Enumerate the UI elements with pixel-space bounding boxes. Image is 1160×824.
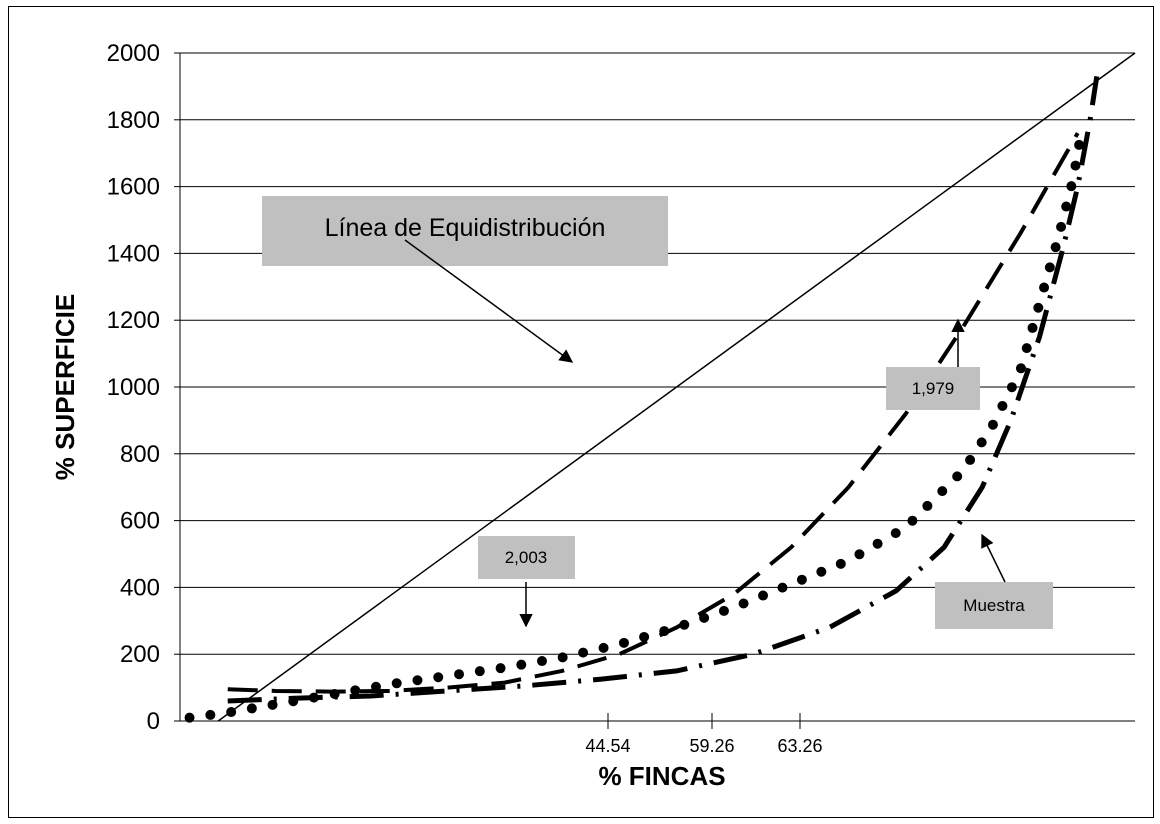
y-tick-label: 200 [120, 641, 160, 668]
y-tick-label: 800 [120, 441, 160, 468]
annotation-box [935, 582, 1053, 629]
y-tick-label: 2000 [107, 40, 160, 67]
annotation-arrow [404, 239, 574, 363]
annotation-box [478, 536, 575, 579]
axes [174, 52, 1135, 729]
annotation-box [262, 196, 668, 266]
annotations: Línea de Equidistribución 1,979 2,003 Muest… [262, 196, 1053, 629]
y-axis-title: % SUPERFICIE [50, 294, 80, 480]
y-tick-label: 1400 [107, 240, 160, 267]
y-tick-label: 1600 [107, 174, 160, 201]
series-line-dash-dot [227, 75, 1100, 704]
annotation-label: 2,003 [505, 548, 548, 567]
annotation-label: Línea de Equidistribución [325, 214, 606, 242]
series-lines [184, 52, 1136, 723]
x-axis-title: % FINCAS [598, 761, 725, 791]
y-tick-label: 0 [147, 708, 160, 735]
chart-frame [8, 6, 1154, 818]
y-tick-label: 600 [120, 508, 160, 535]
series-line-solid [217, 52, 1136, 722]
y-tick-label: 1000 [107, 374, 160, 401]
x-tick-label: 63.26 [777, 736, 822, 756]
y-tick-label: 400 [120, 574, 160, 601]
annotation-box [886, 367, 980, 410]
grid-lines [180, 52, 1135, 655]
x-tick-label: 59.26 [689, 736, 734, 756]
annotation-label: 1,979 [912, 379, 955, 398]
annotation-arrow [981, 533, 1006, 583]
series-line-dotted [184, 131, 1086, 723]
y-tick-label: 1800 [107, 107, 160, 134]
axis-labels: 0 200 400 600 800 1000 1200 1400 1600 1800 2000 44.… [50, 40, 823, 791]
annotation-label: Muestra [963, 596, 1025, 615]
x-tick-label: 44.54 [585, 736, 630, 756]
series-line-dashed [227, 132, 1080, 694]
y-tick-label: 1200 [107, 307, 160, 334]
